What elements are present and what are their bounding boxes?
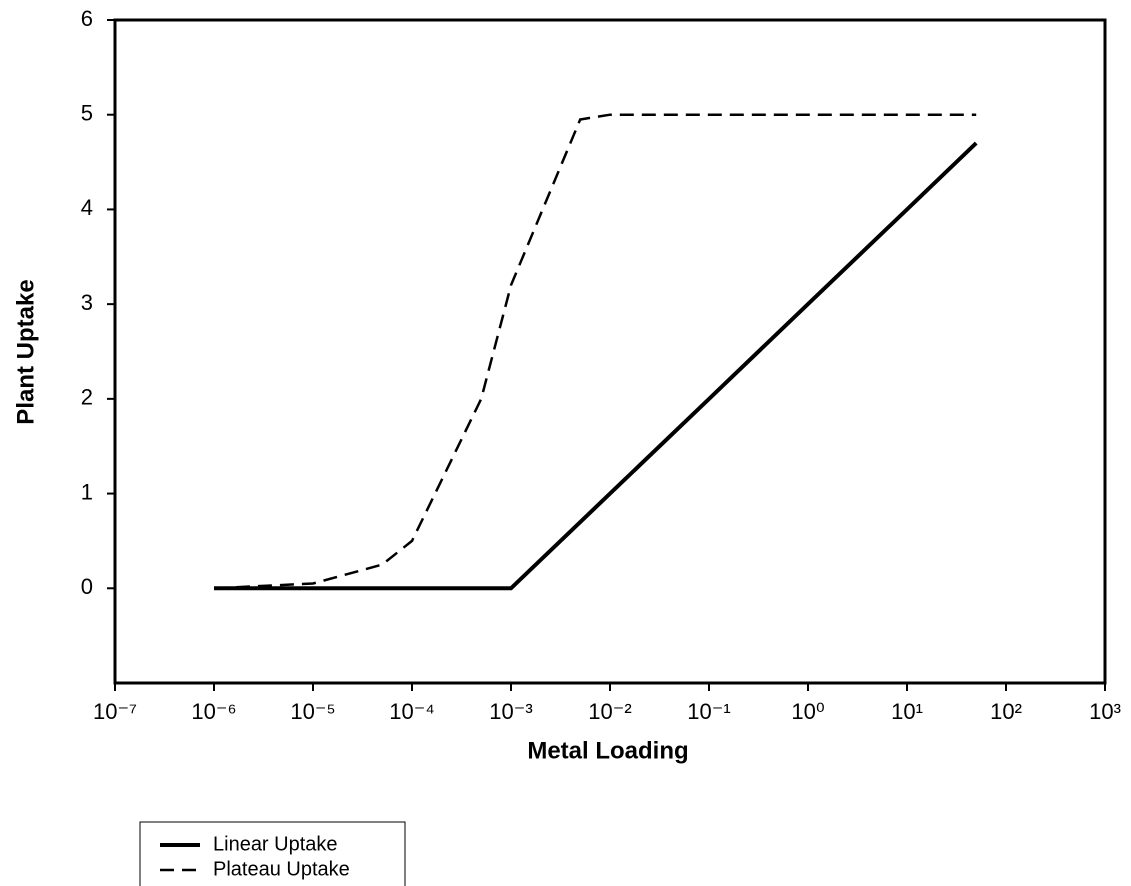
legend-box [139,821,406,886]
plot-frame [113,18,1107,685]
x-tick-label: 10⁻² [588,699,631,724]
x-tick-label: 10⁻¹ [687,699,730,724]
y-tick-label: 0 [81,574,93,599]
series-line [214,141,978,591]
y-tick-label: 1 [81,479,93,504]
x-tick-label: 10¹ [891,699,923,724]
x-axis-label: Metal Loading [527,737,688,764]
x-tick-label: 10² [990,699,1022,724]
legend-label: Linear Uptake [213,833,338,855]
x-tick-label: 10⁻⁵ [290,699,335,724]
y-tick-label: 2 [81,385,93,410]
x-tick-label: 10⁻⁷ [93,699,137,724]
y-tick-label: 4 [81,195,93,220]
x-tick-label: 10³ [1089,699,1121,724]
legend-label: Plateau Uptake [213,858,350,880]
y-tick-label: 6 [81,6,93,31]
x-tick-label: 10⁻³ [489,699,532,724]
x-tick-label: 10⁻⁶ [191,699,236,724]
y-axis-label: Plant Uptake [12,279,39,424]
x-tick-label: 10⁻⁴ [389,699,435,724]
y-tick-label: 3 [81,290,93,315]
series-line [213,113,977,590]
x-tick-label: 10⁰ [791,699,824,724]
y-tick-label: 5 [81,101,93,126]
